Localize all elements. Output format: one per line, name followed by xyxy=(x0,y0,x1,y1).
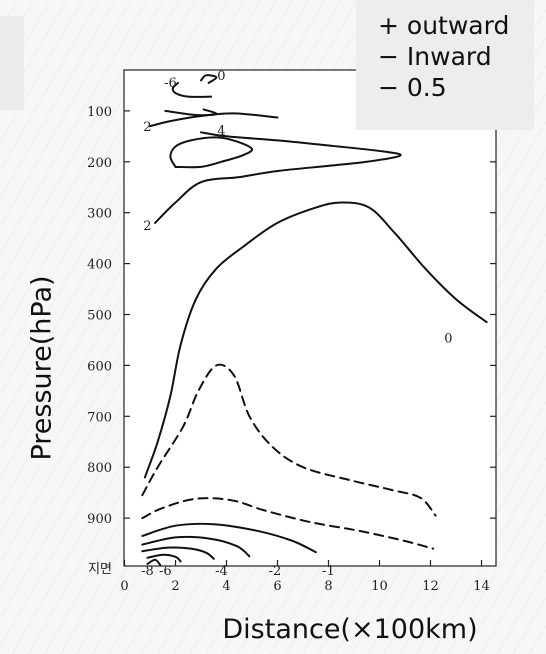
y-tick-label: 700 xyxy=(87,410,112,425)
contour-label: 4 xyxy=(217,124,225,139)
contour-label: -1 xyxy=(322,564,335,579)
x-tick-label: 8 xyxy=(324,579,332,594)
contour-line xyxy=(171,81,213,98)
y-tick-label: 600 xyxy=(87,359,112,374)
y-tick-label: 200 xyxy=(87,156,112,171)
contour-line xyxy=(141,522,317,554)
contour-label: -4 xyxy=(215,564,228,579)
y-tick-label: 지면 xyxy=(88,562,112,577)
legend-label: 0.5 xyxy=(406,73,447,102)
contour-line xyxy=(164,108,218,117)
y-tick-label: 800 xyxy=(87,461,112,476)
y-tick-label: 400 xyxy=(87,258,112,273)
contour-label: -6 xyxy=(164,76,177,91)
y-tick-label: 100 xyxy=(87,105,112,120)
contour-line xyxy=(169,136,254,169)
contour-line xyxy=(141,497,435,550)
x-tick-label: 0 xyxy=(120,579,128,594)
left-panel xyxy=(0,16,24,110)
contour-line xyxy=(141,363,437,517)
ticks-layer: 0 2 4 6 8 10 12 14 100 200 300 400 500 600 700 800 900 지면 xyxy=(87,105,496,594)
legend-entry-interval: − 0.5 xyxy=(378,72,534,103)
x-tick-label: 12 xyxy=(422,579,439,594)
contour-line xyxy=(200,74,218,84)
contour-labels-layer: -6 0 2 4 2 0 -8 -6 -4 -2 -1 xyxy=(141,69,452,579)
contours-layer xyxy=(141,74,488,566)
legend-entry-outward: + outward xyxy=(378,10,534,41)
x-axis-title: Distance(×100km) xyxy=(222,614,478,645)
x-tick-label: 4 xyxy=(222,579,230,594)
legend-entry-inward: − Inward xyxy=(378,41,534,72)
plot-frame xyxy=(123,69,497,567)
contour-label: -8 xyxy=(141,564,154,579)
contour-line xyxy=(146,558,162,566)
contour-label: -6 xyxy=(159,564,172,579)
y-axis-title: Pressure(hPa) xyxy=(26,275,58,461)
contour-label: 2 xyxy=(143,120,151,135)
legend-sign: − xyxy=(378,73,399,102)
y-tick-label: 900 xyxy=(87,512,112,527)
contour-line xyxy=(154,131,402,224)
x-tick-label: 2 xyxy=(171,579,179,594)
legend: + outward − Inward − 0.5 xyxy=(356,0,534,130)
contour-line xyxy=(146,553,182,563)
x-tick-label: 14 xyxy=(473,579,490,594)
contour-label: 0 xyxy=(217,69,225,84)
legend-sign: − xyxy=(378,42,399,71)
legend-label: outward xyxy=(406,11,510,40)
y-tick-label: 300 xyxy=(87,207,112,222)
y-tick-label: 500 xyxy=(87,309,112,324)
contour-label: 0 xyxy=(444,331,452,346)
contour-line xyxy=(141,546,215,560)
legend-label: Inward xyxy=(406,42,492,71)
legend-sign: + xyxy=(378,11,399,40)
x-tick-label: 6 xyxy=(273,579,281,594)
contour-line xyxy=(141,535,251,558)
contour-line xyxy=(143,201,488,479)
x-tick-label: 10 xyxy=(371,579,388,594)
contour-label: 2 xyxy=(143,219,151,234)
contour-label: -2 xyxy=(269,564,282,579)
